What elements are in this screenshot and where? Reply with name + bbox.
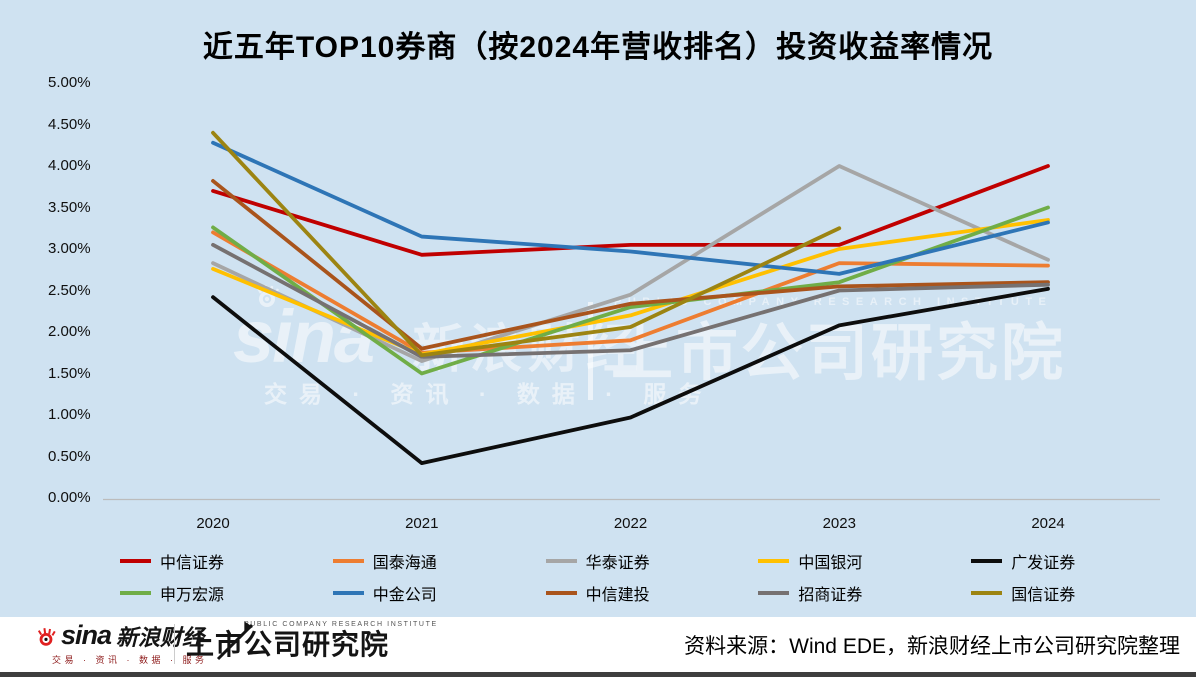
- legend-line-swatch: [120, 591, 151, 595]
- legend-line-swatch: [120, 559, 151, 563]
- arrow-up-icon: [216, 621, 254, 661]
- legend-item-广发证券: 广发证券: [971, 549, 1184, 573]
- legend-line-swatch: [758, 591, 790, 595]
- institute-logo-cn: 上市公司研究院: [186, 629, 390, 660]
- chart-legend: 中信证券 国泰海通 华泰证券 中国银河 广发证券申万宏源 中金公司 中信建投 招商证券 国信证券: [120, 549, 1184, 605]
- bottom-edge-strip: [0, 672, 1196, 677]
- legend-label: 广发证券: [1011, 555, 1076, 572]
- legend-item-国泰海通: 国泰海通: [332, 549, 546, 573]
- legend-line-swatch: [758, 559, 790, 563]
- legend-label: 中国银河: [798, 555, 863, 572]
- footer-divider: [174, 624, 175, 664]
- legend-item-中国银河: 中国银河: [758, 549, 971, 573]
- sina-eye-icon: [37, 628, 56, 646]
- y-axis-tick-label: 3.00%: [48, 240, 91, 257]
- x-axis-tick-label: 2021: [405, 515, 439, 532]
- legend-item-华泰证券: 华泰证券: [545, 549, 759, 573]
- x-axis-tick-label: 2024: [1031, 515, 1065, 532]
- legend-line-swatch: [332, 591, 364, 595]
- y-axis-tick-label: 2.50%: [48, 281, 91, 299]
- sina-logo-text: sina: [61, 620, 112, 650]
- x-axis-tick-label: 2022: [613, 515, 648, 532]
- legend-item-中信建投: 中信建投: [545, 581, 759, 605]
- sina-cn-logo-text: 新浪财经: [116, 625, 205, 650]
- y-axis-tick-label: 5.00%: [48, 74, 91, 91]
- institute-logo-en: PUBLIC COMPANY RESEARCH INSTITUTE: [244, 621, 438, 628]
- series-line-中信建投: [211, 179, 1050, 351]
- footer-bar: sina 新浪财经 交易 · 资讯 · 数据 · 服务 PUBLIC COMPA…: [0, 617, 1196, 672]
- sina-finance-logo: sina 新浪财经 交易 · 资讯 · 数据 · 服务: [34, 622, 208, 666]
- line-chart-plot: [103, 130, 1160, 501]
- sina-tagline: 交易 · 资讯 · 数据 · 服务: [52, 655, 208, 665]
- legend-label: 申万宏源: [160, 587, 225, 604]
- series-line-广发证券: [211, 286, 1050, 466]
- series-line-国信证券: [211, 130, 842, 358]
- legend-label: 华泰证券: [585, 555, 650, 572]
- data-source-text: 资料来源：Wind EDE，新浪财经上市公司研究院整理: [684, 634, 1180, 658]
- legend-line-swatch: [971, 559, 1003, 563]
- legend-line-swatch: [971, 591, 1003, 595]
- y-axis-tick-label: 4.00%: [48, 157, 91, 174]
- chart-title: 近五年TOP10券商（按2024年营收排名）投资收益率情况: [202, 31, 994, 64]
- y-axis-tick-label: 4.50%: [48, 115, 91, 133]
- legend-item-中信证券: 中信证券: [120, 549, 333, 573]
- legend-line-swatch: [545, 591, 577, 595]
- legend-line-swatch: [545, 559, 577, 563]
- series-line-中信证券: [211, 164, 1050, 257]
- legend-item-申万宏源: 申万宏源: [120, 581, 333, 605]
- x-axis-tick-label: 2020: [196, 515, 230, 532]
- institute-logo: PUBLIC COMPANY RESEARCH INSTITUTE 上市公司研究…: [186, 621, 438, 662]
- y-axis-tick-label: 1.00%: [48, 406, 91, 423]
- series-line-国泰海通: [211, 230, 1050, 355]
- y-axis-tick-label: 3.50%: [48, 198, 91, 216]
- series-line-招商证券: [211, 242, 1050, 359]
- series-line-中金公司: [211, 140, 1050, 276]
- y-axis-tick-label: 0.50%: [48, 447, 91, 465]
- x-axis-tick-label: 2023: [822, 515, 856, 532]
- legend-label: 中信证券: [160, 555, 225, 572]
- series-line-华泰证券: [211, 164, 1050, 363]
- legend-item-招商证券: 招商证券: [758, 581, 971, 605]
- y-axis-tick-label: 2.00%: [48, 323, 91, 340]
- y-axis-tick-label: 0.00%: [48, 489, 91, 506]
- legend-line-swatch: [332, 559, 364, 563]
- legend-item-国信证券: 国信证券: [971, 581, 1184, 605]
- legend-label: 国泰海通: [372, 555, 437, 572]
- legend-label: 招商证券: [798, 587, 863, 604]
- legend-label: 中信建投: [585, 587, 650, 604]
- legend-label: 中金公司: [372, 587, 437, 604]
- legend-item-中金公司: 中金公司: [332, 581, 546, 605]
- y-axis-tick-label: 1.50%: [48, 364, 91, 382]
- legend-label: 国信证券: [1011, 587, 1076, 604]
